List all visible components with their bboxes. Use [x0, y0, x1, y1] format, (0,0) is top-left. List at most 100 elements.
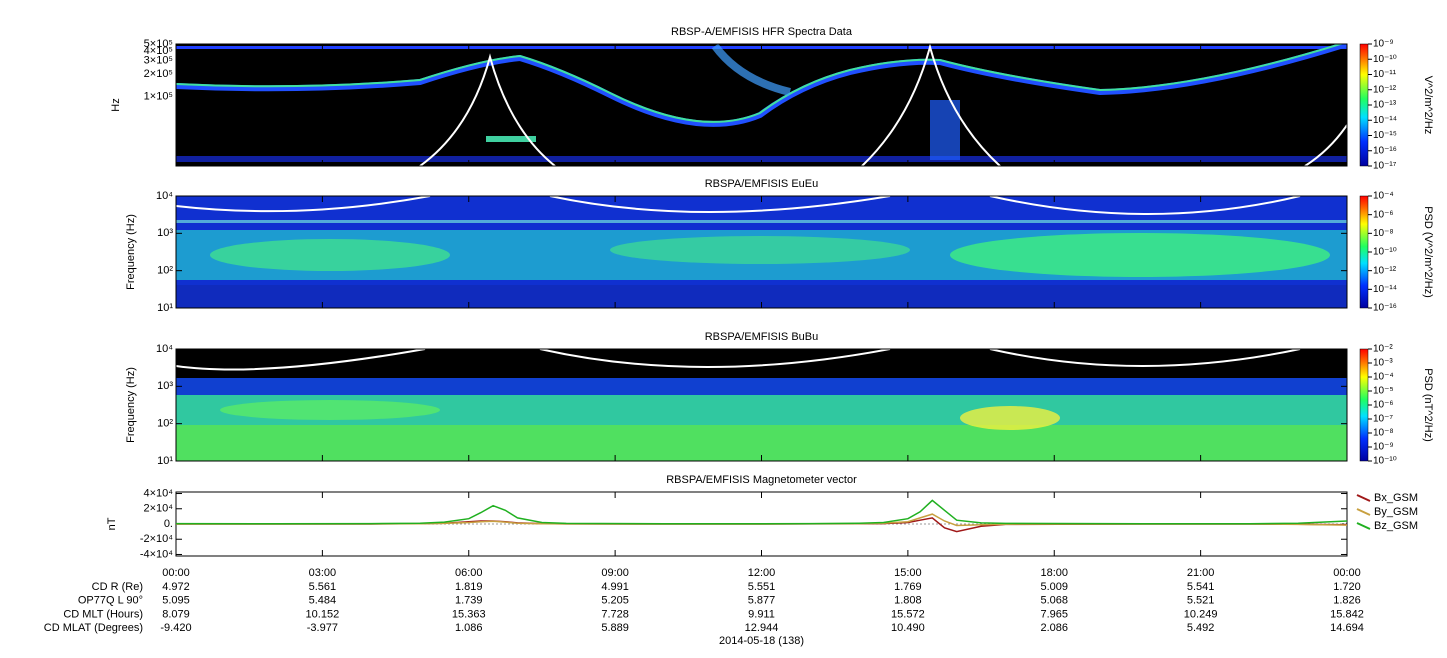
y-tick-label: 10²	[157, 265, 173, 277]
y-tick-label: 2×10⁴	[143, 503, 173, 515]
colorbar-tick-label: 10⁻⁴	[1373, 372, 1394, 383]
ephemeris-label: CD MLAT (Degrees)	[44, 622, 143, 634]
ephemeris-value: -3.977	[307, 622, 338, 634]
ephemeris-value: 8.079	[162, 608, 190, 620]
ephemeris-value: 1.086	[455, 622, 483, 634]
y-tick-label: -2×10⁴	[140, 533, 173, 545]
colorbar-tick-label: 10⁻¹²	[1373, 84, 1397, 95]
ephemeris-value: 1.720	[1333, 581, 1361, 593]
y-tick-label: 0.	[164, 518, 173, 530]
colorbar-tick-label: 10⁻¹⁶	[1373, 145, 1397, 156]
ephemeris-value: -9.420	[160, 622, 191, 634]
ephemeris-value: 5.492	[1187, 622, 1215, 634]
ephemeris-value: 5.095	[162, 595, 190, 607]
colorbar	[1359, 43, 1369, 167]
colorbar-tick-label: 10⁻⁹	[1373, 39, 1394, 50]
panel-title: RBSPA/EMFISIS Magnetometer vector	[666, 474, 857, 486]
spectrogram-image	[176, 196, 1347, 308]
x-tick-label: 12:00	[748, 567, 776, 579]
ephemeris-value: 4.972	[162, 581, 190, 593]
colorbar	[1359, 348, 1369, 462]
y-tick-label: 1×10⁵	[144, 91, 173, 103]
legend-label: Bx_GSM	[1374, 492, 1418, 504]
panel-title: RBSPA/EMFISIS EuEu	[705, 178, 819, 190]
ephemeris-value: 1.739	[455, 595, 483, 607]
ephemeris-value: 1.808	[894, 595, 922, 607]
ephemeris-value: 5.541	[1187, 581, 1215, 593]
colorbar-tick-label: 10⁻¹⁰	[1373, 247, 1397, 258]
x-tick-label: 00:00	[162, 567, 190, 579]
legend-swatch	[1356, 508, 1371, 516]
colorbar-tick-label: 10⁻¹⁴	[1373, 284, 1397, 295]
ephemeris-value: 10.490	[891, 622, 925, 634]
y-tick-label: 10⁴	[156, 190, 173, 202]
ephemeris-value: 9.911	[748, 608, 775, 620]
ephemeris-value: 5.521	[1187, 595, 1215, 607]
ephemeris-label: CD MLT (Hours)	[63, 608, 143, 620]
colorbar-label: PSD (nT^2/Hz)	[1422, 368, 1434, 442]
colorbar-tick-label: 10⁻¹²	[1373, 265, 1397, 276]
colorbar-tick-label: 10⁻⁸	[1373, 228, 1394, 239]
colorbar-tick-label: 10⁻¹⁰	[1373, 456, 1397, 467]
colorbar-tick-label: 10⁻¹¹	[1373, 69, 1397, 80]
ephemeris-value: 5.484	[309, 595, 337, 607]
ephemeris-value: 14.694	[1330, 622, 1364, 634]
ephemeris-value: 12.944	[745, 622, 779, 634]
ephemeris-value: 15.363	[452, 608, 486, 620]
series-line	[175, 499, 1348, 525]
ephemeris-value: 5.009	[1040, 581, 1068, 593]
y-tick-label: 10¹	[157, 455, 173, 467]
ephemeris-value: 5.551	[748, 581, 776, 593]
legend-label: Bz_GSM	[1374, 520, 1418, 532]
x-tick-label: 18:00	[1040, 567, 1068, 579]
ephemeris-value: 5.889	[601, 622, 629, 634]
spectrogram-image	[176, 44, 1347, 166]
y-tick-label: 2×10⁵	[144, 68, 173, 80]
y-tick-label: 5×10⁵	[144, 38, 173, 50]
ephemeris-value: 4.991	[601, 581, 629, 593]
y-tick-label: 10⁴	[156, 343, 173, 355]
x-tick-label: 21:00	[1187, 567, 1215, 579]
colorbar-tick-label: 10⁻⁶	[1373, 209, 1394, 220]
spectrogram-image	[176, 349, 1347, 461]
colorbar-tick-label: 10⁻²	[1373, 344, 1393, 355]
colorbar-tick-label: 10⁻¹⁰	[1373, 54, 1397, 65]
ephemeris-value: 15.842	[1330, 608, 1364, 620]
colorbar-label: V^2/m^2/Hz	[1422, 76, 1434, 135]
colorbar-tick-label: 10⁻⁸	[1373, 428, 1394, 439]
colorbar-tick-label: 10⁻⁶	[1373, 400, 1394, 411]
y-axis-label: Frequency (Hz)	[125, 367, 137, 443]
colorbar-tick-label: 10⁻⁴	[1373, 191, 1394, 202]
ephemeris-value: 1.819	[455, 581, 483, 593]
ephemeris-value: 2.086	[1040, 622, 1068, 634]
x-tick-label: 15:00	[894, 567, 922, 579]
colorbar-tick-label: 10⁻³	[1373, 358, 1393, 369]
y-tick-label: 4×10⁵	[144, 45, 173, 57]
ephemeris-label: CD R (Re)	[92, 581, 143, 593]
y-tick-label: 10³	[157, 227, 173, 239]
colorbar-tick-label: 10⁻¹⁴	[1373, 115, 1397, 126]
ephemeris-value: 7.965	[1040, 608, 1068, 620]
x-tick-label: 09:00	[601, 567, 629, 579]
ephemeris-value: 7.728	[601, 608, 629, 620]
colorbar-label: PSD (V^2/m^2/Hz)	[1422, 206, 1434, 298]
colorbar-tick-label: 10⁻⁹	[1373, 442, 1394, 453]
x-tick-label: 06:00	[455, 567, 483, 579]
y-tick-label: -4×10⁴	[140, 548, 173, 560]
x-tick-label: 03:00	[309, 567, 337, 579]
ephemeris-value: 15.572	[891, 608, 925, 620]
ephemeris-value: 5.068	[1040, 595, 1068, 607]
ephemeris-value: 10.249	[1184, 608, 1218, 620]
legend-label: By_GSM	[1374, 506, 1418, 518]
y-tick-label: 10¹	[157, 302, 173, 314]
y-axis-label: Hz	[110, 98, 122, 111]
ephemeris-value: 5.877	[748, 595, 776, 607]
y-tick-label: 3×10⁵	[144, 55, 173, 67]
colorbar-tick-label: 10⁻¹³	[1373, 100, 1397, 111]
colorbar-tick-label: 10⁻¹⁵	[1373, 130, 1397, 141]
legend-swatch	[1356, 494, 1371, 502]
y-tick-label: 10²	[157, 418, 173, 430]
y-axis-label: nT	[106, 517, 118, 530]
